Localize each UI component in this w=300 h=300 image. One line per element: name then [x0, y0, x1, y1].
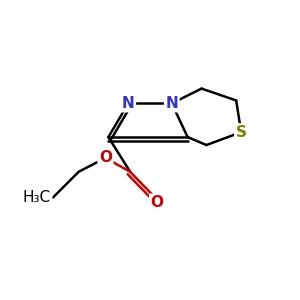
Text: O: O — [150, 195, 164, 210]
Text: H₃C: H₃C — [23, 190, 51, 205]
Text: O: O — [99, 150, 112, 165]
Text: N: N — [122, 96, 135, 111]
Text: S: S — [236, 125, 247, 140]
Text: N: N — [165, 96, 178, 111]
